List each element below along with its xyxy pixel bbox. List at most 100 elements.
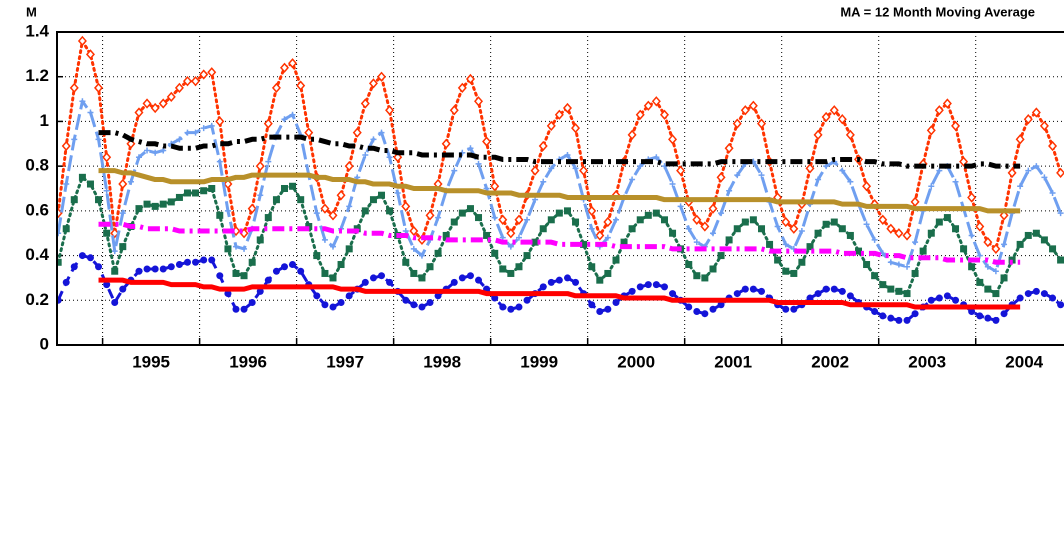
point — [887, 259, 894, 266]
point — [475, 276, 483, 284]
point — [798, 227, 805, 234]
point — [345, 245, 353, 253]
point — [612, 299, 620, 307]
point — [668, 134, 678, 145]
point — [77, 35, 87, 47]
point — [863, 221, 870, 228]
plot-area — [57, 35, 1064, 324]
point — [150, 102, 160, 114]
point — [248, 258, 256, 266]
grid: 0 0.2 0.4 0.6 0.8 1 1.2 1.4 1995 1996 1997 1998 1999… — [25, 21, 1064, 371]
point — [1025, 167, 1032, 174]
point — [628, 225, 636, 233]
point — [555, 209, 563, 217]
point — [635, 109, 645, 120]
point — [289, 182, 297, 190]
point — [450, 218, 458, 226]
point — [143, 200, 151, 208]
point — [814, 229, 822, 237]
point — [1001, 241, 1008, 248]
point — [377, 71, 387, 82]
point — [490, 181, 500, 192]
point — [1023, 114, 1033, 125]
point — [871, 307, 879, 315]
point — [693, 272, 701, 280]
point — [669, 229, 677, 237]
point — [781, 216, 791, 228]
point — [167, 263, 175, 271]
point — [175, 193, 183, 201]
point — [135, 205, 143, 213]
point — [710, 230, 717, 237]
point — [846, 292, 854, 300]
point — [572, 165, 579, 172]
point — [685, 303, 693, 311]
point — [1017, 183, 1024, 190]
point — [507, 269, 515, 277]
point — [1024, 290, 1032, 298]
point — [143, 265, 151, 273]
point — [515, 263, 523, 271]
point — [441, 138, 451, 149]
point — [749, 285, 757, 293]
point — [863, 261, 871, 269]
point — [822, 285, 830, 293]
point — [451, 167, 458, 174]
point — [718, 210, 725, 217]
point — [839, 167, 846, 174]
point — [280, 185, 288, 192]
point — [215, 116, 225, 127]
point — [103, 187, 110, 194]
point — [1041, 174, 1048, 181]
point — [910, 196, 920, 208]
point — [669, 181, 676, 188]
point — [926, 125, 936, 136]
point — [336, 190, 346, 201]
point — [758, 172, 765, 179]
point — [968, 263, 976, 271]
point — [491, 214, 498, 221]
point — [983, 237, 993, 248]
point — [127, 178, 134, 185]
point — [814, 290, 822, 298]
point — [386, 154, 393, 161]
point — [394, 189, 401, 196]
point — [927, 296, 935, 304]
point — [741, 218, 749, 226]
point — [643, 100, 653, 111]
point — [1000, 274, 1008, 282]
point — [992, 290, 1000, 298]
point — [887, 314, 895, 322]
point — [523, 252, 531, 260]
point — [709, 265, 717, 273]
point — [515, 303, 523, 311]
point — [1032, 229, 1040, 237]
point — [942, 98, 952, 109]
point — [782, 241, 789, 248]
point — [547, 216, 555, 224]
point — [733, 290, 741, 298]
point — [1033, 163, 1040, 170]
point — [652, 209, 660, 217]
point — [726, 187, 733, 194]
point — [95, 263, 103, 271]
point — [653, 154, 660, 161]
point — [369, 274, 377, 282]
point — [329, 274, 337, 282]
point — [976, 312, 984, 320]
point — [539, 225, 547, 233]
point — [450, 278, 458, 286]
point — [248, 299, 256, 307]
point — [709, 305, 717, 313]
series-line — [98, 130, 1021, 169]
point — [693, 307, 701, 315]
point — [499, 303, 507, 311]
point — [272, 267, 280, 275]
point — [63, 181, 70, 188]
point — [158, 98, 168, 109]
point — [967, 192, 977, 203]
point — [540, 178, 547, 185]
point — [240, 305, 248, 313]
point — [886, 223, 896, 234]
point — [669, 290, 677, 298]
